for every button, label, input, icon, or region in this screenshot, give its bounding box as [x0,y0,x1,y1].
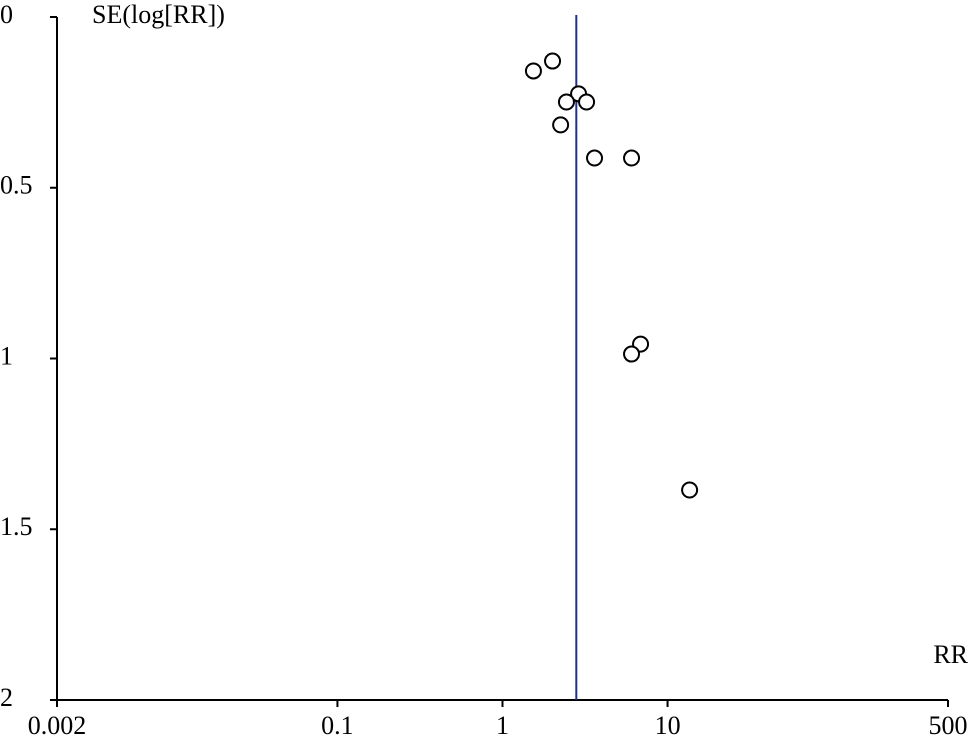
point [557,93,575,111]
y-tick-label: 1 [0,341,13,370]
x-axis-label: RR [933,640,968,669]
point [524,62,542,80]
point [544,52,562,70]
x-tick-label: 0.002 [28,711,87,740]
x-tick-label: 1 [496,711,509,740]
y-tick-label: 0.5 [0,171,33,200]
point [552,116,570,134]
x-tick-label: 0.1 [321,711,354,740]
point [681,481,699,499]
point [623,149,641,167]
y-tick-label: 1.5 [0,512,33,541]
point [623,345,641,363]
y-tick-label: 2 [0,683,13,712]
y-tick-label: 0 [0,0,13,29]
y-axis-label: SE(log[RR]) [92,0,225,29]
x-tick-label: 500 [929,711,968,740]
x-tick-label: 10 [655,711,681,740]
point [578,93,596,111]
point [586,149,604,167]
